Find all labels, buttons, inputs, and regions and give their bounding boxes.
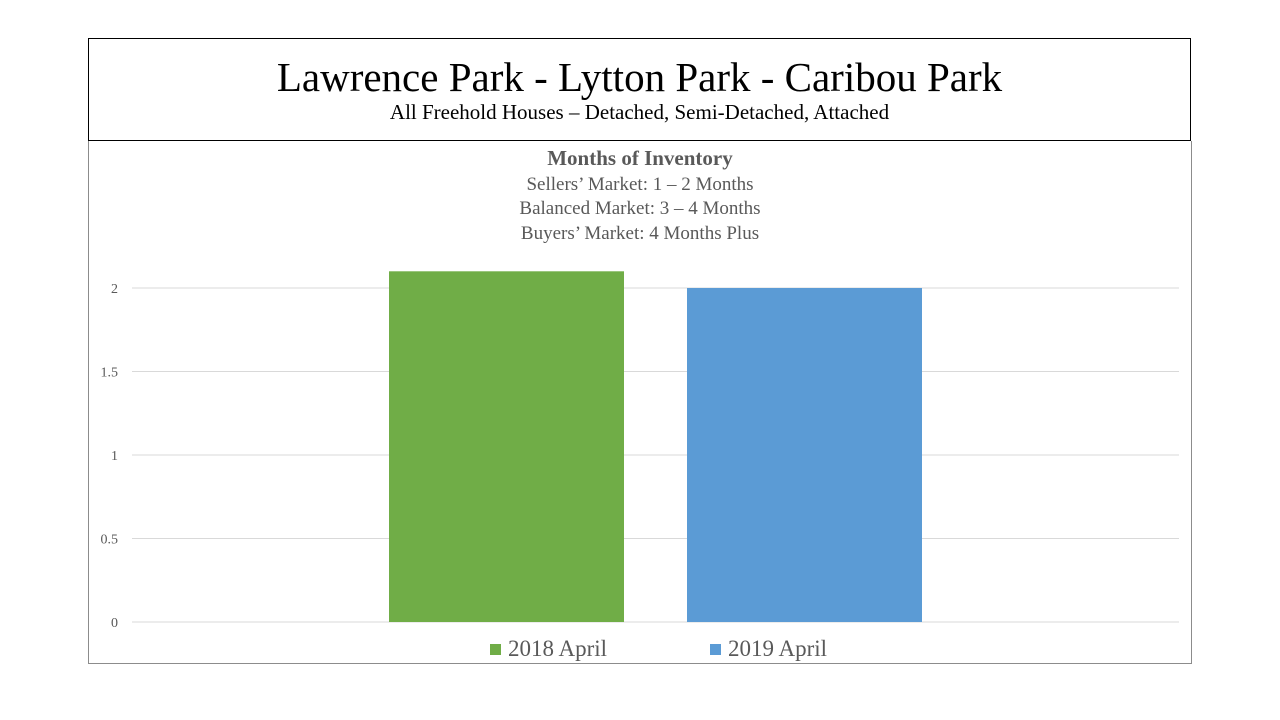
page-title: Lawrence Park - Lytton Park - Caribou Pa… (276, 54, 1003, 100)
page-subtitle: All Freehold Houses – Detached, Semi-Det… (389, 100, 890, 124)
buyers-market-note: Buyers’ Market: 4 Months Plus (520, 223, 760, 244)
chart-area: Months of Inventory Sellers’ Market: 1 –… (88, 141, 1192, 664)
y-tick-label: 0.5 (101, 533, 119, 548)
legend-swatch-2019 (710, 644, 721, 655)
y-tick-label: 0 (111, 616, 118, 631)
legend-label-2019: 2019 April (728, 636, 828, 661)
header-box: Lawrence Park - Lytton Park - Caribou Pa… (88, 38, 1191, 141)
legend-swatch-2018 (490, 644, 501, 655)
legend-label-2018: 2018 April (508, 636, 608, 661)
y-tick-label: 1.5 (101, 366, 119, 381)
chart-title: Months of Inventory (547, 146, 733, 170)
balanced-market-note: Balanced Market: 3 – 4 Months (519, 198, 761, 219)
bar-2019-april (687, 288, 922, 622)
sellers-market-note: Sellers’ Market: 1 – 2 Months (526, 174, 754, 195)
y-tick-label: 2 (111, 282, 118, 297)
bar-chart-plot: 0 0.5 1 1.5 2 (101, 271, 1179, 631)
bar-2018-april (389, 271, 624, 622)
chart-legend: 2018 April 2019 April (89, 636, 1191, 662)
y-tick-label: 1 (111, 449, 118, 464)
